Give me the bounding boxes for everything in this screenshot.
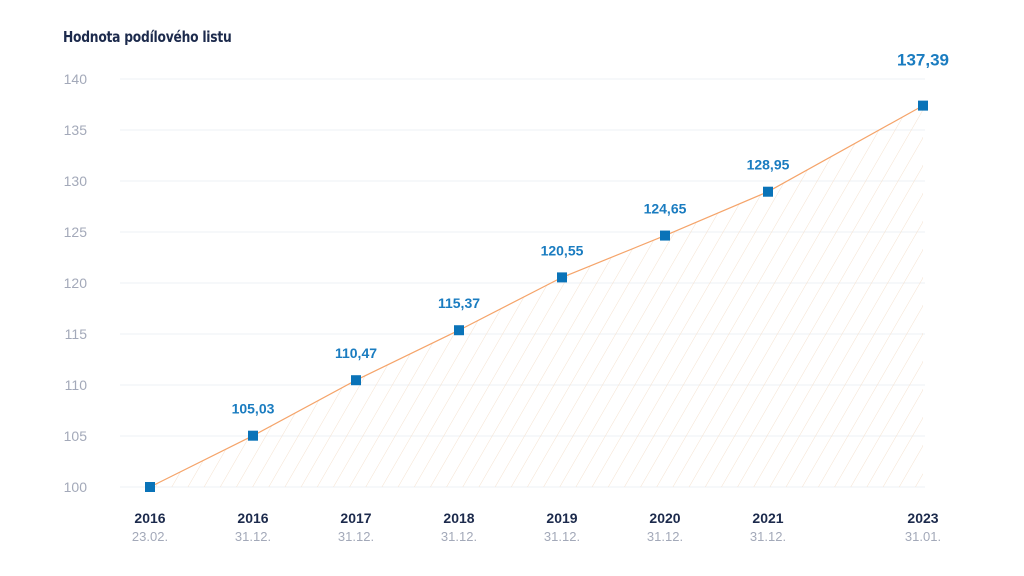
y-tick-label: 105 xyxy=(64,428,88,444)
x-tick-year: 2016 xyxy=(134,510,165,526)
x-tick-year: 2023 xyxy=(907,510,938,526)
x-tick-date: 31.12. xyxy=(544,529,580,544)
x-tick-year: 2017 xyxy=(340,510,371,526)
x-tick-date: 31.12. xyxy=(647,529,683,544)
area-fill xyxy=(150,105,923,487)
series-line xyxy=(149,105,924,488)
y-tick-label: 130 xyxy=(64,173,88,189)
y-tick-label: 110 xyxy=(65,377,88,393)
data-value-label: 105,03 xyxy=(232,401,275,417)
data-value-label: 124,65 xyxy=(644,201,687,217)
data-value-label: 128,95 xyxy=(747,157,790,173)
x-tick-date: 23.02. xyxy=(132,529,168,544)
data-point-marker xyxy=(763,186,773,197)
y-axis: 100 105 110 115 120 125 130 135 140 xyxy=(64,71,88,495)
y-tick-label: 120 xyxy=(64,275,88,291)
data-point-marker xyxy=(557,272,567,283)
data-point-marker xyxy=(248,430,258,441)
chart-title: Hodnota podílového listu xyxy=(63,28,232,46)
y-tick-label: 115 xyxy=(65,326,88,342)
x-tick-date: 31.12. xyxy=(441,529,477,544)
data-value-label: 137,39 xyxy=(897,51,949,70)
x-axis: 2016 23.02. 2016 31.12. 2017 31.12. 2018 31.12.… xyxy=(132,510,941,544)
y-tick-label: 125 xyxy=(64,224,88,240)
x-tick-date: 31.01. xyxy=(905,529,941,544)
x-tick-year: 2019 xyxy=(546,510,577,526)
x-tick-year: 2020 xyxy=(649,510,680,526)
x-tick-year: 2016 xyxy=(237,510,268,526)
area-hatch xyxy=(150,105,923,487)
data-point-marker xyxy=(145,482,155,492)
x-tick-date: 31.12. xyxy=(750,529,786,544)
data-value-label: 115,37 xyxy=(438,295,480,311)
x-tick-year: 2018 xyxy=(443,510,474,526)
data-point-marker xyxy=(660,230,670,241)
x-tick-date: 31.12. xyxy=(235,529,271,544)
data-markers xyxy=(145,100,928,492)
y-tick-label: 135 xyxy=(64,122,88,138)
data-value-label: 120,55 xyxy=(541,242,584,258)
y-tick-label: 140 xyxy=(64,71,88,87)
data-point-marker xyxy=(454,325,464,336)
data-point-marker xyxy=(918,100,928,111)
x-tick-year: 2021 xyxy=(752,510,783,526)
data-labels: 105,03 110,47 115,37 120,55 124,65 128,95 137,… xyxy=(232,51,949,417)
data-point-marker xyxy=(351,375,361,386)
y-tick-label: 100 xyxy=(64,479,88,495)
x-tick-date: 31.12. xyxy=(338,529,374,544)
data-value-label: 110,47 xyxy=(335,345,377,361)
series-line-path xyxy=(149,105,924,488)
